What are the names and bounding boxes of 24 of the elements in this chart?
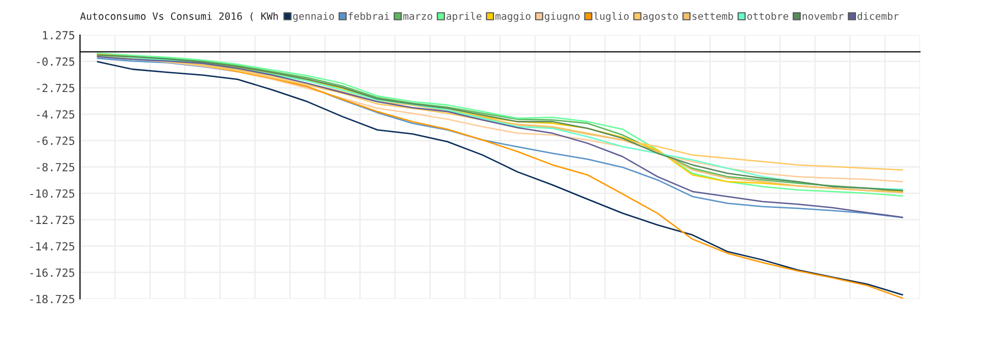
legend-label: giugno <box>544 12 580 22</box>
y-tick-label: -8.725 <box>36 162 74 172</box>
y-tick-label: -16.725 <box>30 268 74 277</box>
y-tick-label: -12.725 <box>30 216 74 224</box>
y-tick-label: -14.725 <box>30 242 74 250</box>
y-tick-label: -4.725 <box>36 110 74 119</box>
y-tick-label: -10.725 <box>30 189 74 198</box>
legend-label: marzo <box>403 14 432 20</box>
legend-label: maggio <box>496 12 530 22</box>
legend-label: febbrai <box>348 12 390 20</box>
y-tick-label: 1.275 <box>43 31 74 40</box>
legend-label: luglio <box>594 12 629 22</box>
legend-label: dicembr <box>858 12 899 20</box>
legend-label: novembr <box>802 12 844 20</box>
legend-label: aprile <box>446 12 482 22</box>
y-tick-label: -2.725 <box>36 84 74 92</box>
y-tick-label: -0.725 <box>36 57 74 66</box>
y-tick-label: -6.725 <box>36 136 74 145</box>
legend-label: gennaio <box>293 12 334 22</box>
legend-label: ottobre <box>747 12 788 20</box>
y-tick-label: -18.725 <box>30 294 74 304</box>
legend-label: settemb <box>692 12 734 20</box>
chart-title: Autoconsumo Vs Consumi 2016 ( KWh <box>80 12 278 22</box>
legend-label: agosto <box>643 12 678 22</box>
